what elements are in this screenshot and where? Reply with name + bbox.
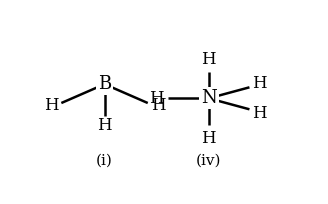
Text: N: N (201, 89, 217, 107)
Text: H: H (252, 105, 267, 122)
Text: H: H (44, 97, 58, 114)
Text: (iv): (iv) (196, 154, 221, 168)
Text: H: H (97, 117, 112, 134)
Text: H: H (149, 90, 164, 107)
Text: H: H (151, 97, 165, 114)
Text: H: H (201, 130, 216, 147)
Text: (i): (i) (96, 154, 113, 168)
Text: H: H (252, 75, 267, 92)
Text: B: B (98, 75, 111, 93)
Text: H: H (201, 51, 216, 68)
